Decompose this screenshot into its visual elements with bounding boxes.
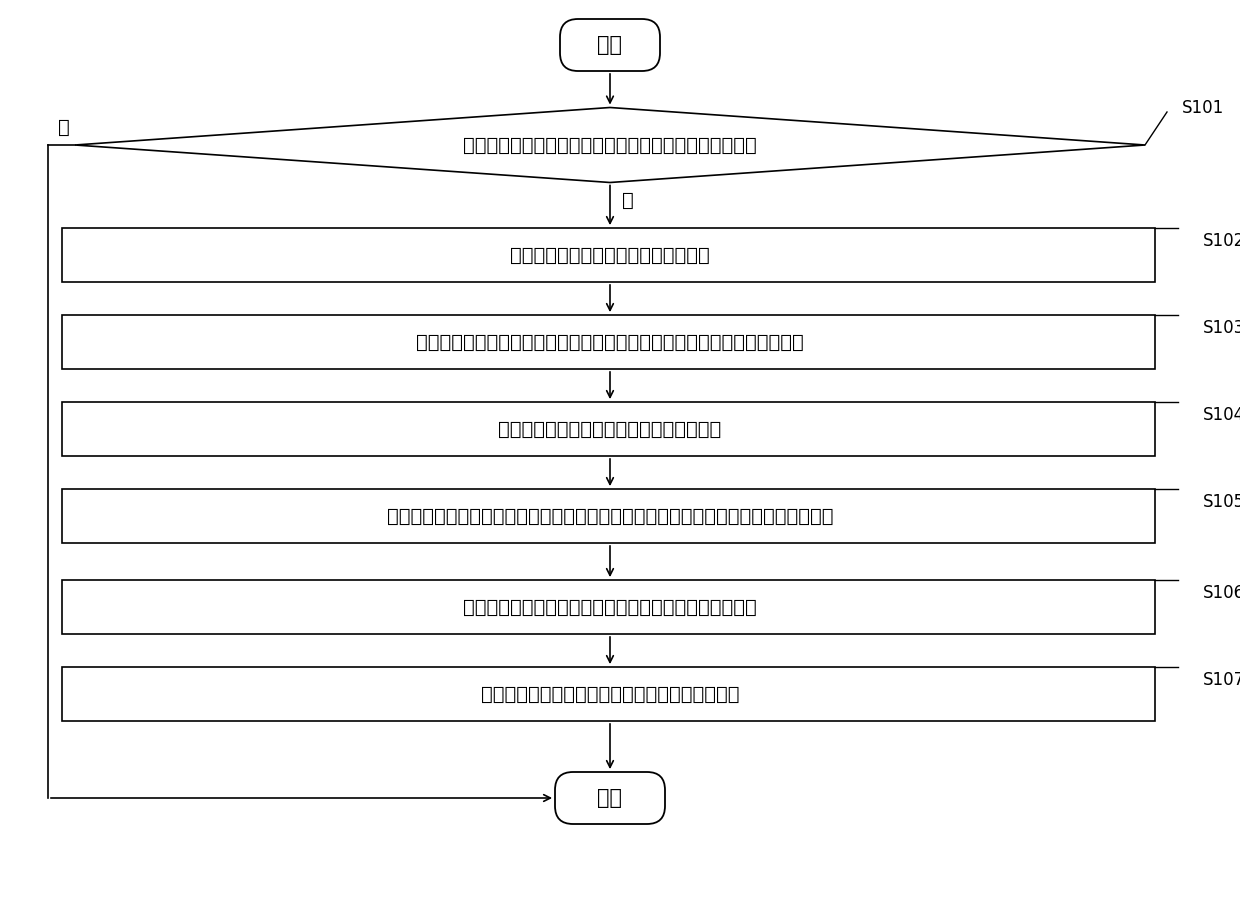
Text: 结束: 结束 [598,788,622,808]
Bar [62,228,1154,282]
Text: 否: 否 [58,117,69,136]
Text: 车辆探测器实时检测是否有车辆到达特定的取还卡位置处: 车辆探测器实时检测是否有车辆到达特定的取还卡位置处 [463,135,756,154]
FancyBboxPatch shape [560,19,660,71]
Text: S106: S106 [1203,584,1240,602]
Bar [62,315,1154,369]
Text: 当车主取还卡之后，拾音器采集车主的取还卡结束指令并发送至语音识别装置进行识别: 当车主取还卡之后，拾音器采集车主的取还卡结束指令并发送至语音识别装置进行识别 [387,507,833,526]
Text: 节点控制器计算卡机的伸出距离并控制驱动电机带动卡机伸出上述伸出距离: 节点控制器计算卡机的伸出距离并控制驱动电机带动卡机伸出上述伸出距离 [417,333,804,352]
Bar [62,489,1154,543]
Text: 是: 是 [622,190,634,210]
Bar [62,667,1154,721]
Text: 车辆探测器发送车辆信息至节点控制器: 车辆探测器发送车辆信息至节点控制器 [510,245,709,264]
Text: 语音识别装置将识别的取还卡结束指令发送至节点控制器: 语音识别装置将识别的取还卡结束指令发送至节点控制器 [463,597,756,616]
Text: S102: S102 [1203,232,1240,250]
Text: S104: S104 [1203,406,1240,424]
Text: S103: S103 [1203,319,1240,337]
Text: 开始: 开始 [598,35,622,55]
Text: 节点控制器控制扬声器发出取还卡提醒语音: 节点控制器控制扬声器发出取还卡提醒语音 [498,419,722,438]
Text: 节点控制器控制驱动电机带动卡机缩回至初始位置: 节点控制器控制驱动电机带动卡机缩回至初始位置 [481,685,739,704]
Polygon shape [74,107,1145,182]
FancyBboxPatch shape [556,772,665,824]
Text: S105: S105 [1203,493,1240,511]
Text: S107: S107 [1203,671,1240,689]
Text: S101: S101 [1182,99,1224,117]
Bar [62,402,1154,456]
Bar [62,580,1154,634]
